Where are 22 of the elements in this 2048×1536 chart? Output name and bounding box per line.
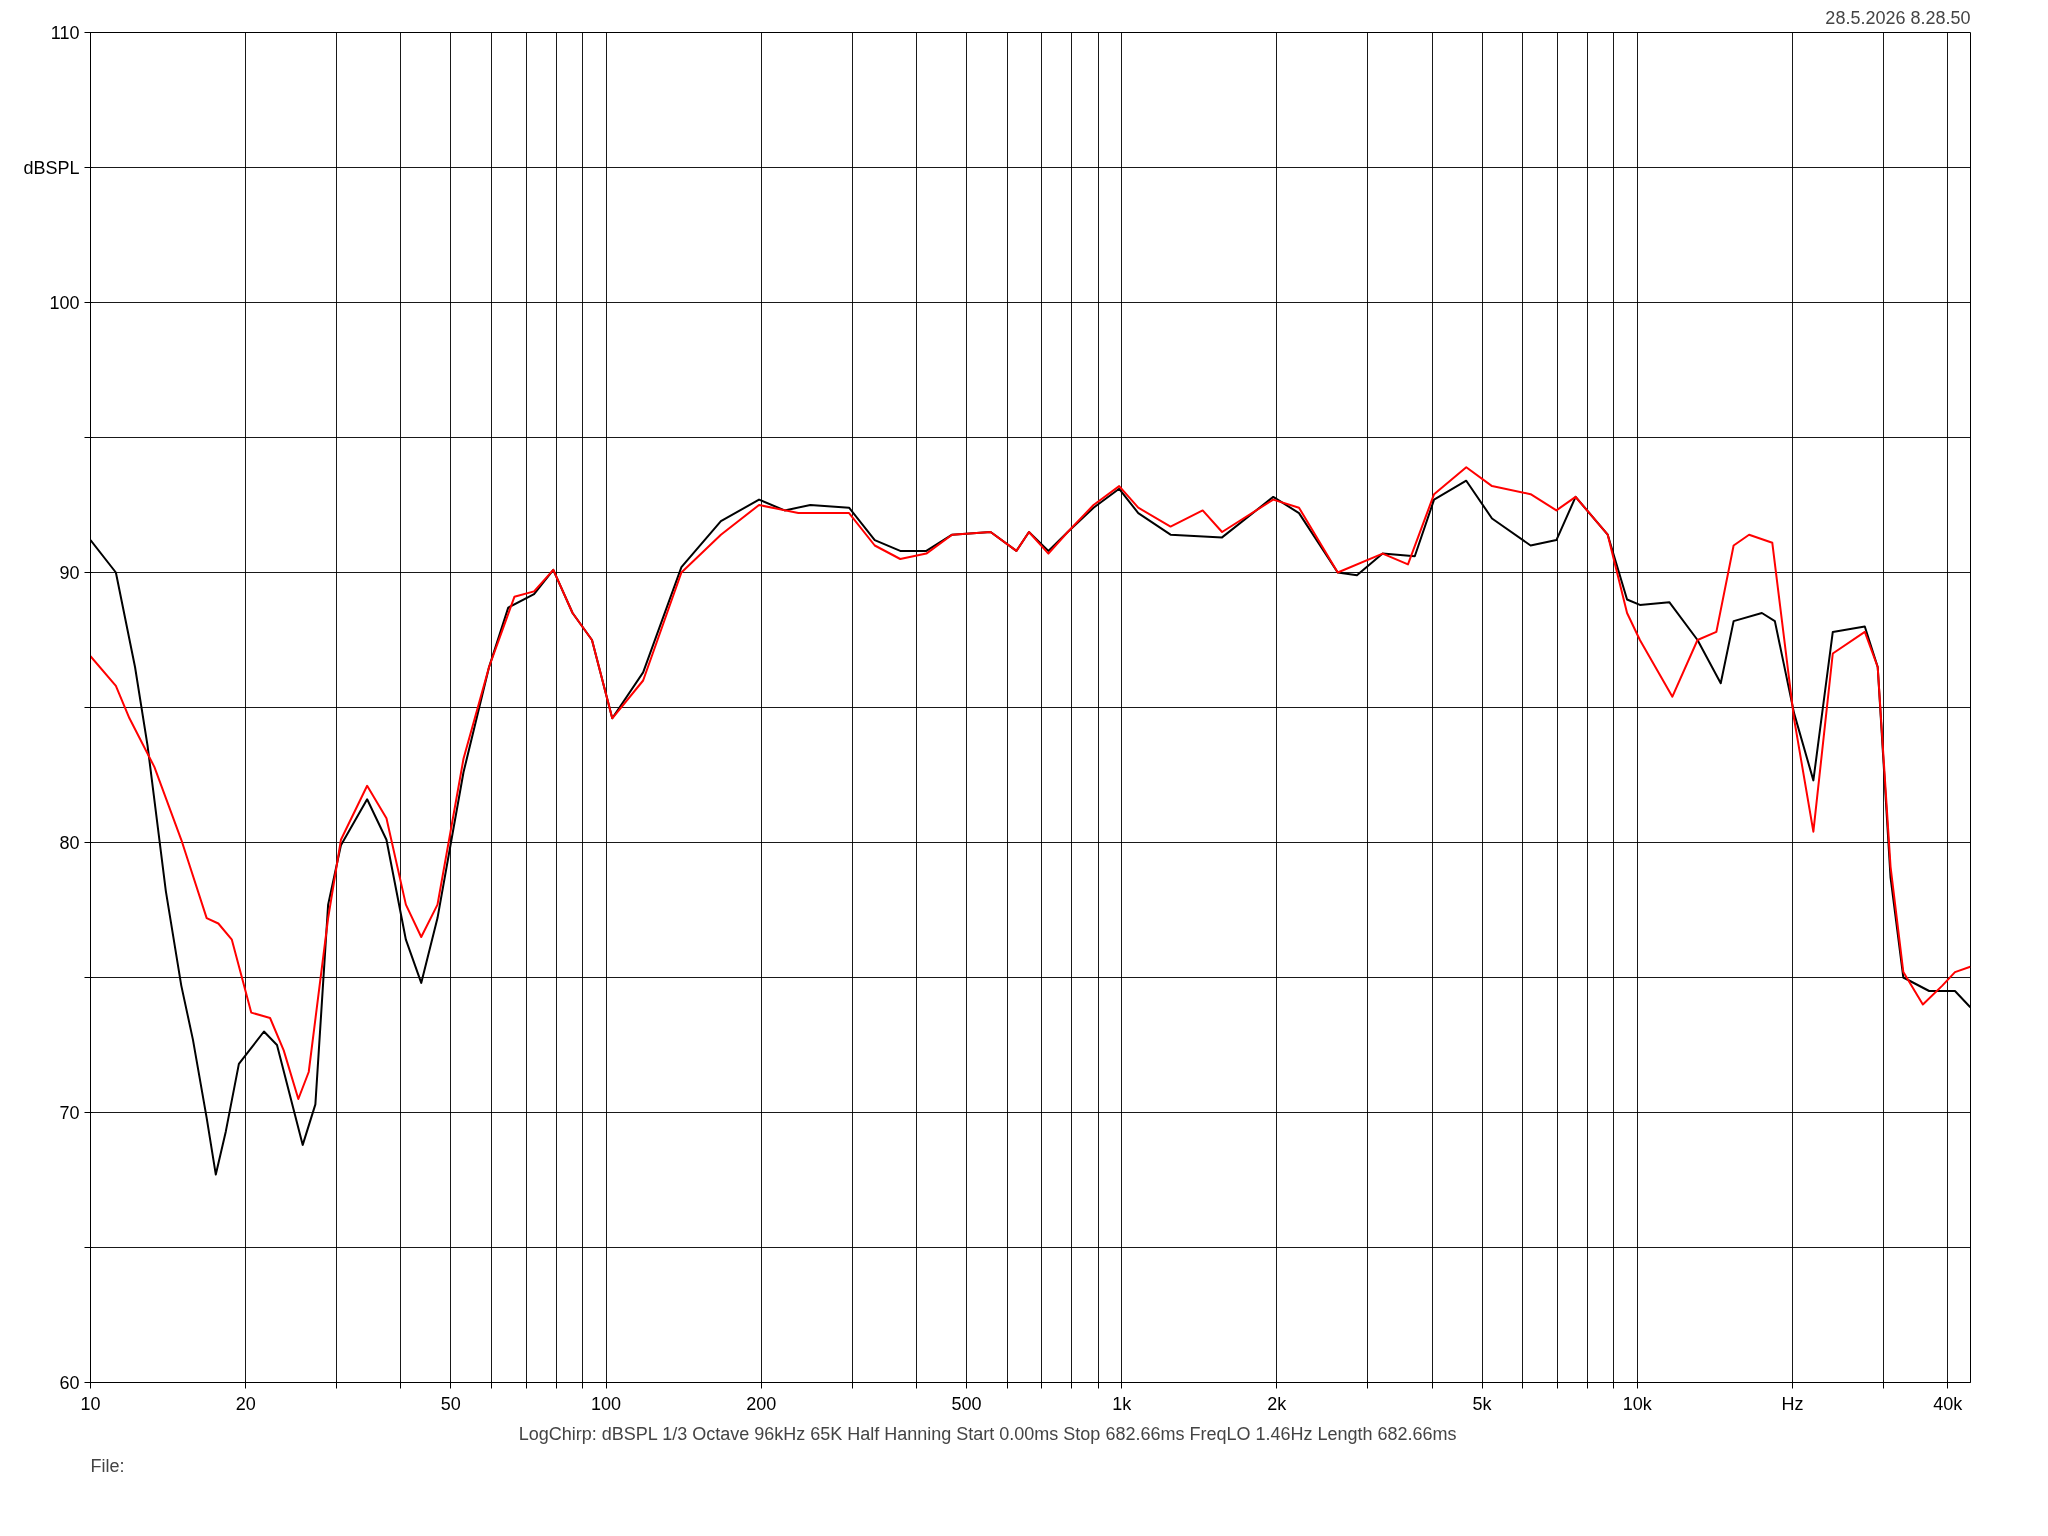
x-tick-label: 1k	[1112, 1393, 1133, 1414]
x-tick-label: 5k	[1472, 1393, 1493, 1414]
x-tick-label: 10	[80, 1393, 101, 1414]
x-tick-label: 500	[951, 1393, 982, 1414]
x-tick-label: Hz	[1781, 1393, 1804, 1414]
y-tick-label: 80	[59, 832, 80, 853]
x-tick-label: 50	[440, 1393, 461, 1414]
x-tick-label: 20	[235, 1393, 256, 1414]
x-tick-label: 40k	[1933, 1393, 1964, 1414]
text: LogChirp: dBSPL 1/3 Octave 96kHz 65K Half Hanning Start 0.00ms Stop 682.66ms FreqLO 1.46Hz Length 682.66ms	[518, 1423, 1457, 1444]
x-tick-label: 200	[746, 1393, 777, 1414]
text: File:	[90, 1455, 125, 1476]
x-tick-label: 100	[591, 1393, 622, 1414]
y-tick-label: 100	[49, 292, 80, 313]
y-tick-label: 60	[59, 1372, 80, 1393]
x-tick-label: 10k	[1622, 1393, 1653, 1414]
y-tick-label: dBSPL	[23, 157, 80, 178]
y-tick-label: 90	[59, 562, 80, 583]
text: 28.5.2026 8.28.50	[1825, 7, 1971, 28]
x-tick-label: 2k	[1267, 1393, 1288, 1414]
y-tick-label: 70	[59, 1102, 80, 1123]
y-tick-label: 110	[50, 22, 80, 43]
